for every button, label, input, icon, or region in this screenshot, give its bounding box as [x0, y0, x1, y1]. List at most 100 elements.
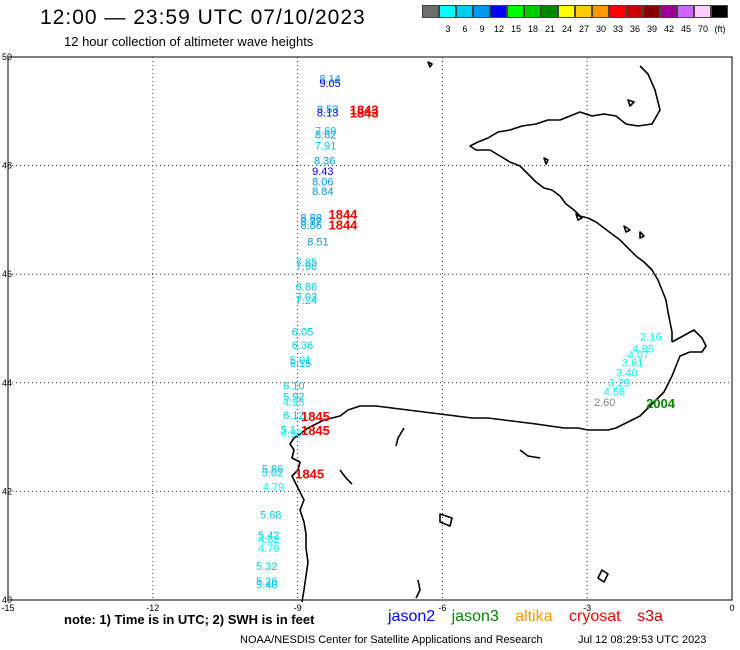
- wave-height-value: 4.79: [263, 481, 284, 493]
- lon-tick-label: -12: [146, 603, 159, 613]
- color-scale-label: 39: [646, 24, 657, 34]
- color-scale-swatch: [711, 5, 728, 18]
- lon-tick-label: 0: [729, 603, 734, 613]
- color-scale-label: 9: [479, 24, 485, 34]
- legend-cryosat: cryosat: [569, 608, 621, 625]
- wave-height-value: 7.24: [296, 295, 317, 307]
- wave-height-value: 5.02: [262, 468, 283, 480]
- lat-tick-label: 48: [2, 161, 12, 171]
- wave-height-value: 5.01: [290, 355, 311, 367]
- wave-height-value: 6.86: [296, 281, 317, 293]
- wave-height-value: 8.88: [300, 213, 321, 225]
- color-scale-label: 3: [445, 24, 451, 34]
- color-scale-label: 15: [510, 24, 521, 34]
- wave-height-value: 8.06: [312, 177, 333, 189]
- color-scale-label: 33: [612, 24, 623, 34]
- lon-tick-label: -3: [583, 603, 591, 613]
- pass-time-label: 1843: [350, 103, 379, 118]
- wave-height-value: 4.07: [628, 349, 649, 361]
- color-scale-label: 42: [663, 24, 674, 34]
- wave-height-observations: 8.149.05 8.538.13 7.698.627.91 8.369.438.06…: [256, 74, 662, 592]
- coastline-brittany: [469, 65, 673, 342]
- pass-time-label: 1845: [301, 423, 330, 438]
- wave-height-value: 8.84: [312, 186, 333, 198]
- lon-tick-label: -6: [438, 603, 446, 613]
- color-scale-swatch: [643, 5, 660, 18]
- color-scale-swatch: [473, 5, 490, 18]
- island-6: [623, 225, 631, 233]
- wave-height-value: 5.32: [256, 561, 277, 573]
- color-scale-swatch: [558, 5, 575, 18]
- wave-height-value: 5.1: [281, 424, 296, 436]
- coastline: [289, 61, 707, 603]
- wave-height-value: 8.53: [317, 104, 338, 116]
- island-2: [627, 99, 635, 107]
- island-8: [597, 569, 609, 583]
- color-scale-swatch: [660, 5, 677, 18]
- wave-height-value: 5.26: [256, 576, 277, 588]
- island-1: [427, 61, 433, 68]
- wave-height-value: 5.92: [283, 392, 304, 404]
- color-scale-swatch: [626, 5, 643, 18]
- wave-height-value: 8.62: [315, 129, 336, 141]
- color-scale-swatch: [422, 5, 439, 18]
- color-scale-swatch: [677, 5, 694, 18]
- footer-credit: NOAA/NESDIS Center for Satellite Applica…: [240, 634, 543, 646]
- wave-height-value: 8.77: [300, 216, 321, 228]
- color-scale-label: 12: [493, 24, 504, 34]
- river-1: [395, 427, 405, 447]
- legend-jason2: jason2: [388, 608, 436, 625]
- wave-height-value: 6.05: [292, 327, 313, 339]
- wave-height-value: 6.10: [283, 380, 304, 392]
- lat-tick-label: 44: [2, 378, 12, 388]
- axis-tick-labels: -15 -12 -9 -6 -3 0 50 48 46 44 42 40: [1, 52, 734, 613]
- color-scale-swatch: [456, 5, 473, 18]
- wave-height-value: 8.14: [319, 74, 340, 86]
- coastline-biscay: [289, 329, 707, 603]
- page-title: 12:00 — 23:59 UTC 07/10/2023: [40, 6, 366, 29]
- wave-height-value: 8.86: [300, 220, 321, 232]
- color-scale-label: 21: [544, 24, 555, 34]
- wave-height-value: 8.13: [317, 108, 338, 120]
- color-scale-swatch: [609, 5, 626, 18]
- wave-height-value: 7.85: [296, 257, 317, 269]
- wave-height-value: 2.60: [594, 397, 615, 409]
- color-scale-label: 18: [527, 24, 538, 34]
- wave-height-value: 6.15: [290, 358, 311, 370]
- wave-height-value: 8.36: [314, 156, 335, 168]
- color-scale-unit: (ft): [714, 24, 726, 34]
- color-scale-swatch: [694, 5, 711, 18]
- wave-height-value: 4.56: [604, 386, 625, 398]
- island-5: [639, 231, 645, 239]
- river-4: [415, 579, 421, 599]
- legend-s3a: s3a: [637, 608, 663, 625]
- wave-height-value: 7.69: [315, 126, 336, 138]
- color-scale-label: 30: [595, 24, 606, 34]
- legend-jason3: jason3: [451, 608, 499, 625]
- color-scale-swatch: [439, 5, 456, 18]
- river-2: [339, 469, 353, 485]
- color-scale-label: 24: [561, 24, 572, 34]
- wave-height-value: 5.86: [262, 463, 283, 475]
- color-scale-swatch: [524, 5, 541, 18]
- color-scale-swatch: [507, 5, 524, 18]
- color-scale-label: 70: [697, 24, 708, 34]
- island-7: [439, 513, 453, 527]
- pass-time-label: 1844: [328, 207, 358, 222]
- lat-tick-label: 40: [2, 595, 12, 605]
- color-scale-swatch: [575, 5, 592, 18]
- wave-height-value: 8.51: [307, 236, 328, 248]
- wave-height-value: 3.40: [616, 367, 637, 379]
- note-text: note: 1) Time is in UTC; 2) SWH is in fe…: [64, 612, 315, 627]
- wave-height-value: 4.85: [633, 343, 654, 355]
- wave-height-value: 7.03: [296, 291, 317, 303]
- wave-height-value: 5.40: [256, 580, 277, 592]
- color-scale-label: 45: [680, 24, 691, 34]
- wave-height-value: 9.05: [319, 78, 340, 90]
- lon-tick-label: -9: [294, 603, 302, 613]
- satellite-legend: jason2 jason3 altika cryosat s3a: [388, 608, 675, 626]
- lat-tick-label: 42: [2, 486, 12, 496]
- footer-timestamp: Jul 12 08:29:53 UTC 2023: [578, 634, 707, 646]
- wave-height-value: 4.95: [283, 397, 304, 409]
